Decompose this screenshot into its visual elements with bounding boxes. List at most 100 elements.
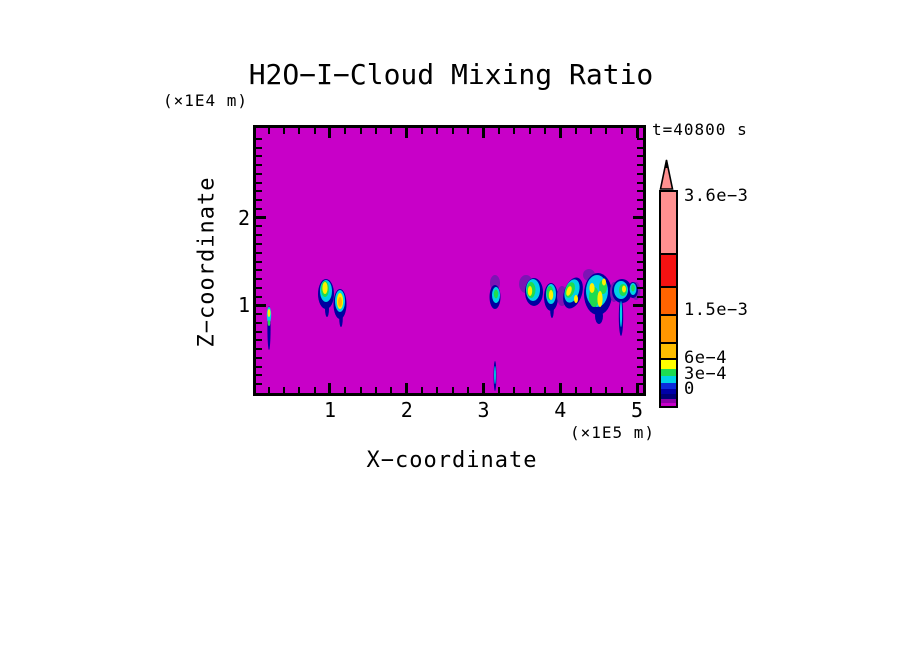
minor-tick [256,172,262,175]
x-tick-label: 2 [400,398,413,422]
minor-tick [637,207,643,210]
minor-tick [256,339,262,342]
cloud-e-yellow-layer [548,290,554,300]
colorbar-segment [661,358,676,369]
z-tick-label: 1 [237,293,250,318]
minor-tick [344,387,347,393]
minor-tick [256,321,262,324]
major-tick [482,128,485,138]
minor-tick [637,330,643,333]
cloud-h-yellow-layer [622,285,626,293]
cloud-g-yellow-layer [602,278,606,286]
minor-tick [589,128,592,134]
minor-tick [637,295,643,298]
minor-tick [256,137,262,140]
minor-tick [637,155,643,158]
cloud-h-cyan-layer [619,301,623,327]
minor-tick [256,278,262,281]
minor-tick [605,387,608,393]
minor-tick [637,225,643,228]
cloud-g [583,269,612,324]
minor-tick [267,387,270,393]
x-axis-unit-label: (×1E5 m) [569,423,655,442]
minor-tick [313,128,316,134]
colorbar-label: 3.6e−3 [684,186,749,206]
cloud-a [318,279,334,317]
z-tick-label: 2 [237,205,250,230]
minor-tick [256,356,262,359]
minor-tick [637,339,643,342]
cloud-f [557,277,583,309]
minor-tick [637,374,643,377]
minor-tick [637,348,643,351]
minor-tick [637,269,643,272]
minor-tick [256,374,262,377]
colorbar-segment [661,403,676,406]
minor-tick [637,199,643,202]
minor-tick [256,348,262,351]
minor-tick [256,234,262,237]
minor-tick [467,128,470,134]
minor-tick [513,387,516,393]
colorbar-segment [661,253,676,286]
cloud-f-yellow-layer [574,295,578,303]
left-sliver [266,306,272,350]
x-tick-label: 5 [630,398,644,422]
minor-tick [528,128,531,134]
minor-tick [637,356,643,359]
minor-tick [467,387,470,393]
minor-tick [344,128,347,134]
major-tick [328,383,332,393]
cloud-d [519,275,543,306]
x-tick-label: 1 [323,398,336,422]
cloud-field-svg [256,128,643,393]
cloud-e [544,283,558,318]
minor-tick [436,128,439,134]
major-tick [633,216,643,220]
colorbar-segment [661,383,676,389]
minor-tick [543,128,546,134]
minor-tick [637,234,643,237]
major-tick [405,128,409,138]
minor-tick [513,128,516,134]
minor-tick [637,365,643,368]
cloud-c-streak-cyan-layer [494,366,496,384]
minor-tick [390,387,393,393]
minor-tick [375,387,378,393]
major-tick [558,128,562,138]
major-tick [328,128,332,138]
cloud-h-green-layer [631,284,635,292]
colorbar-segment [661,286,676,314]
minor-tick [256,313,262,316]
cloud-d-yellow-layer [527,286,533,296]
minor-tick [298,128,301,134]
minor-tick [256,242,262,245]
minor-tick [421,387,424,393]
minor-tick [637,383,643,386]
minor-tick [637,251,643,254]
minor-tick [256,199,262,202]
cloud-b [333,289,347,327]
minor-tick [256,383,262,386]
x-tick-label: 4 [554,398,567,422]
cloud-g-yellow-layer [589,283,595,293]
minor-tick [637,137,643,140]
cloud-a-yellow-layer [322,282,328,294]
minor-tick [637,278,643,281]
minor-tick [256,365,262,368]
minor-tick [256,251,262,254]
minor-tick [637,242,643,245]
major-tick [635,383,639,393]
minor-tick [256,155,262,158]
cloud-g-navy-layer [595,308,603,324]
x-axis-title: X−coordinate [366,448,538,473]
colorbar-segment [661,342,676,358]
left-sliver-yellow-layer [267,309,271,317]
colorbar-arrow-tip [664,159,669,168]
minor-tick [497,128,500,134]
colorbar-label: 1.5e−3 [684,300,749,320]
colorbar-segment [661,369,676,376]
minor-tick [620,387,623,393]
minor-tick [256,181,262,184]
